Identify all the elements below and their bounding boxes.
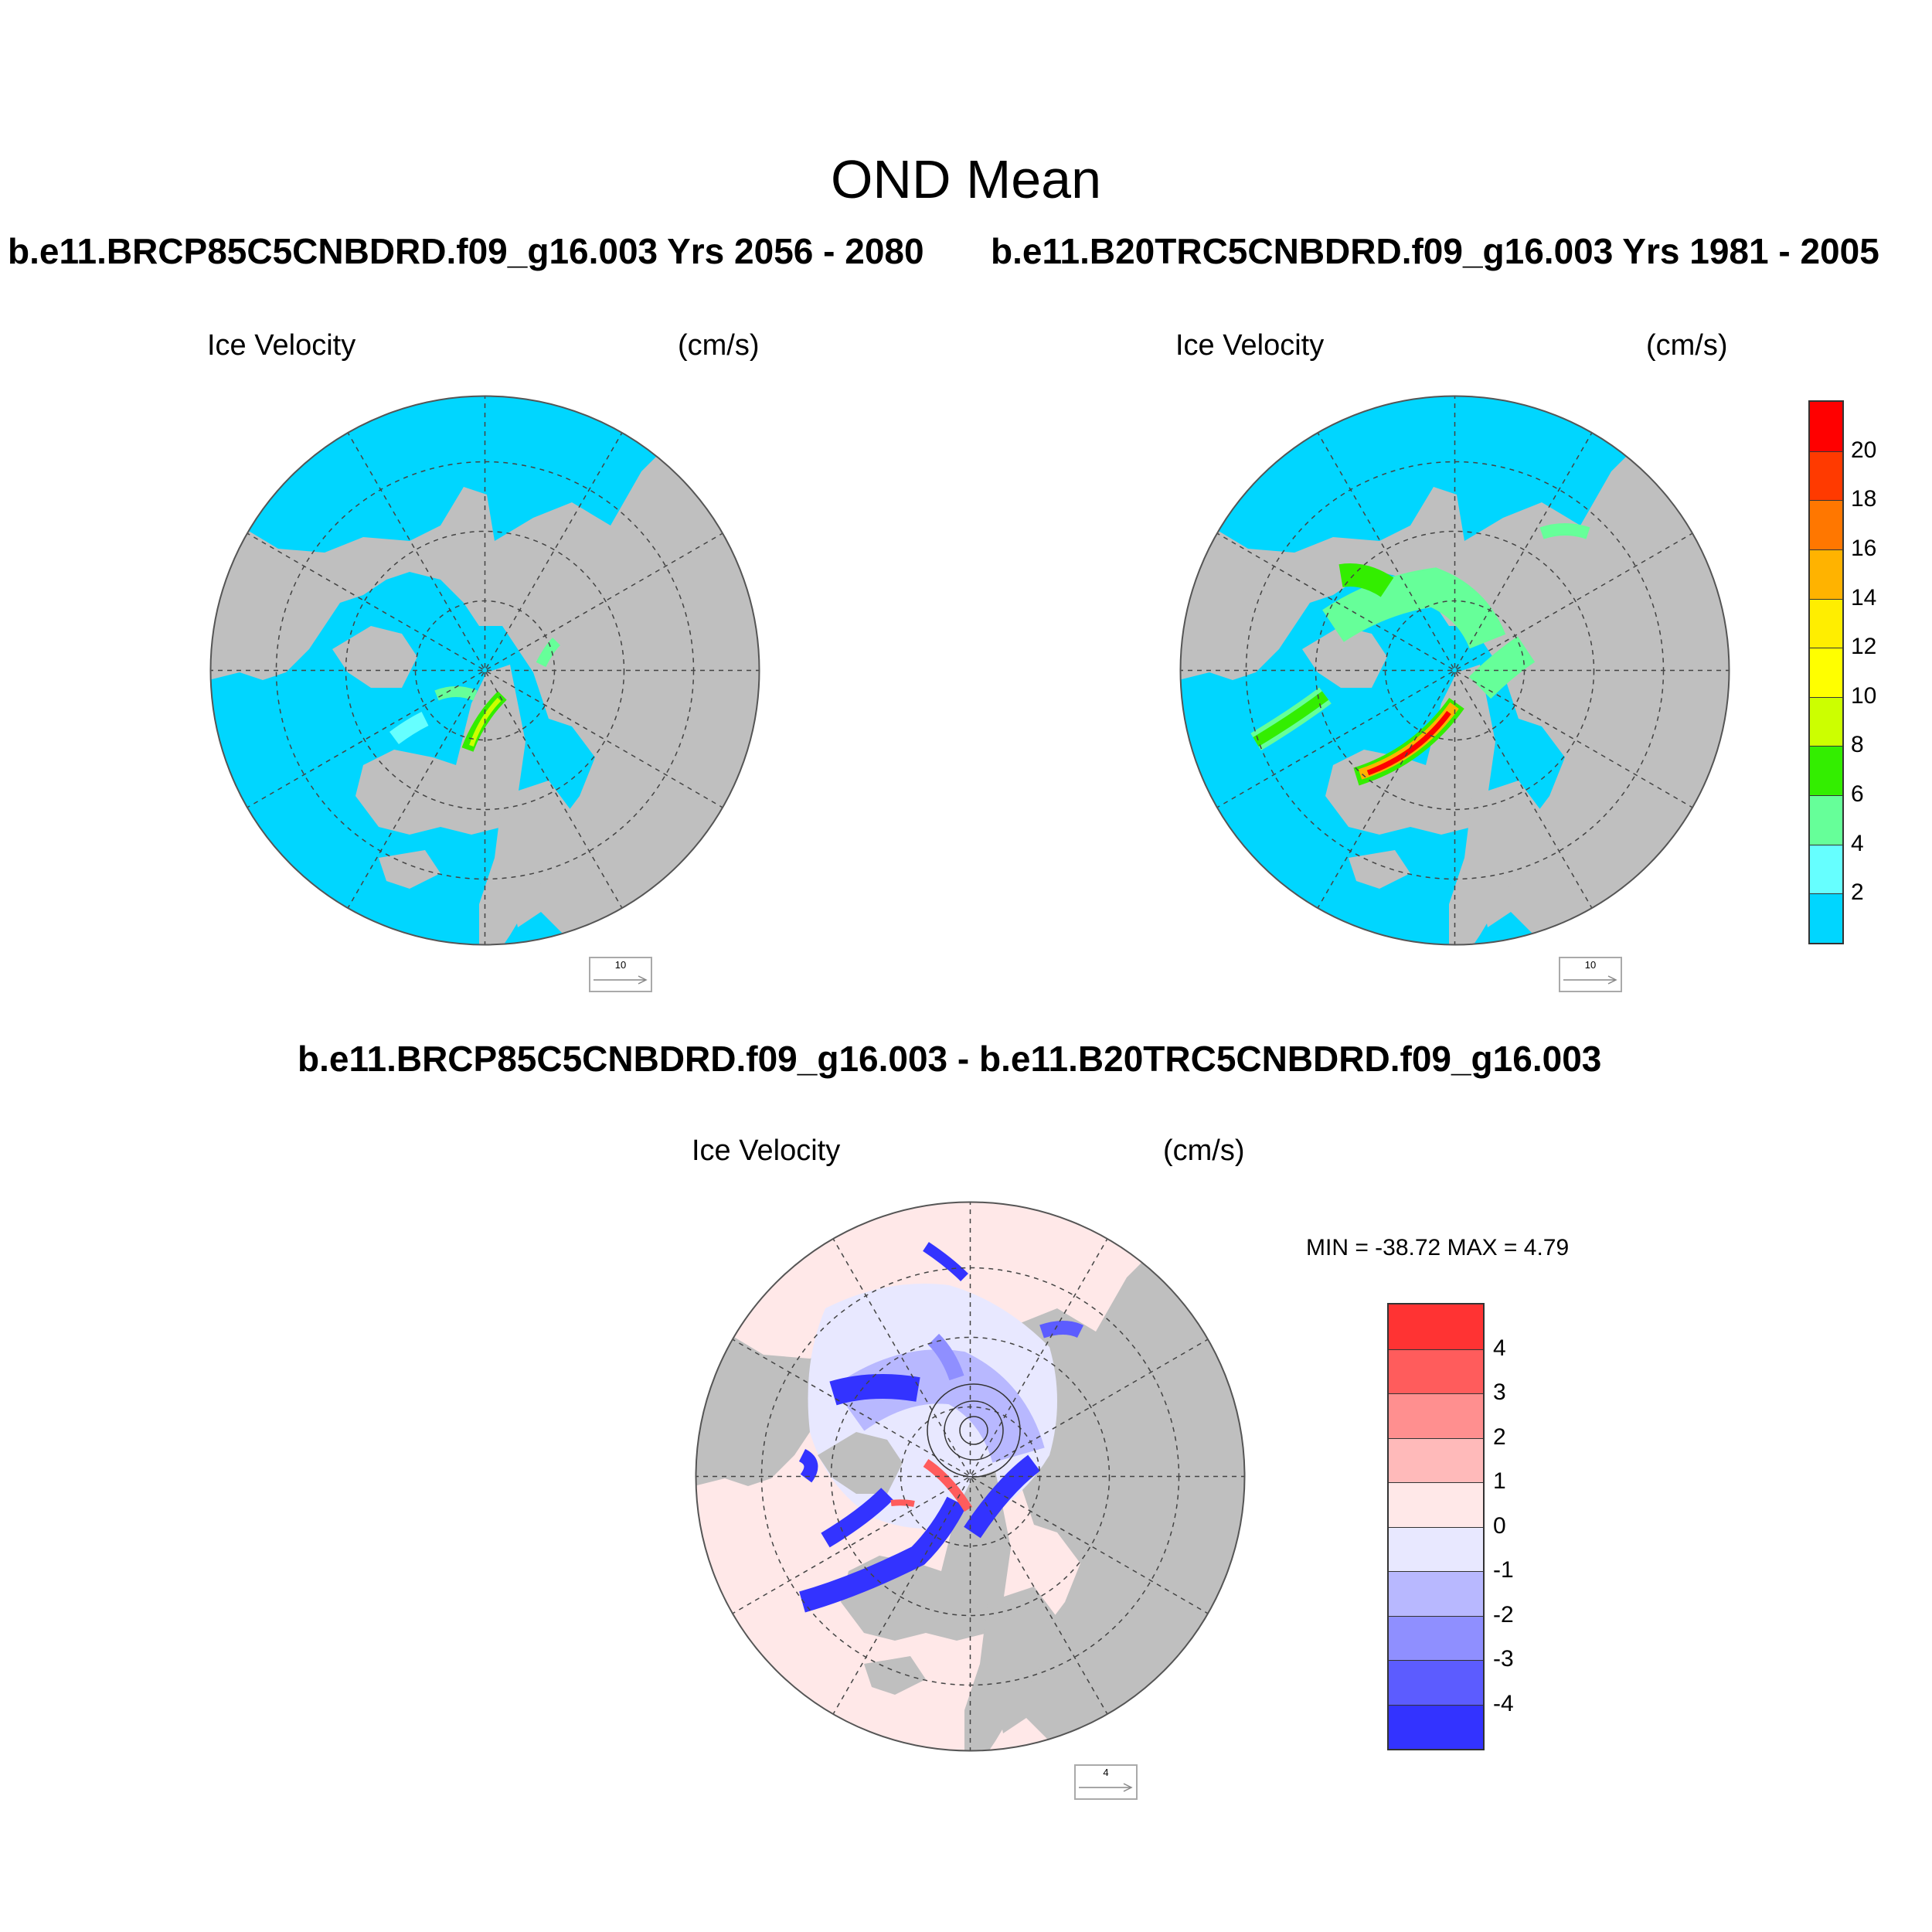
colorbar-segment	[1389, 1571, 1483, 1616]
difference-minmax: MIN = -38.72 MAX = 4.79	[1306, 1235, 1570, 1260]
panel-left-variable: Ice Velocity	[207, 329, 356, 362]
colorbar-segment	[1389, 1304, 1483, 1349]
colorbar-segment	[1389, 1393, 1483, 1438]
difference-units: (cm/s)	[1163, 1134, 1245, 1167]
ref-vector-difference-arrow-icon	[1079, 1783, 1133, 1792]
colorbar-tick-label: 16	[1851, 535, 1877, 561]
ref-vector-difference: 4	[1074, 1764, 1138, 1800]
ref-vector-difference-label: 4	[1103, 1767, 1109, 1778]
colorbar-segment	[1810, 795, 1842, 845]
colorbar-tick-label: 4	[1493, 1335, 1506, 1361]
colorbar-tick-label: -2	[1493, 1601, 1514, 1628]
ref-vector-right-arrow-icon	[1563, 975, 1617, 985]
colorbar-tick-label: 10	[1851, 682, 1877, 709]
panel-left-case-title: b.e11.BRCP85C5CNBDRD.f09_g16.003 Yrs 205…	[8, 231, 924, 271]
map-difference	[695, 1201, 1246, 1752]
panel-right-units: (cm/s)	[1646, 329, 1728, 362]
colorbar-segment	[1389, 1615, 1483, 1660]
colorbar-segment	[1389, 1704, 1483, 1749]
colorbar-tick-label: 14	[1851, 584, 1877, 611]
colorbar-segment	[1810, 893, 1842, 943]
colorbar-segment	[1810, 648, 1842, 697]
colorbar-segment	[1389, 1526, 1483, 1571]
ref-vector-right-label: 10	[1584, 959, 1597, 971]
ref-vector-left-arrow-icon	[594, 975, 648, 985]
colorbar-tick-label: -4	[1493, 1690, 1514, 1716]
map-left	[209, 395, 760, 946]
colorbar-segment	[1810, 500, 1842, 549]
panel-left-units: (cm/s)	[678, 329, 760, 362]
main-title: OND Mean	[830, 149, 1102, 209]
colorbar-segment	[1389, 1660, 1483, 1705]
colorbar-segment	[1810, 696, 1842, 747]
colorbar-tick-label: 2	[1493, 1423, 1506, 1450]
colorbar-tick-label: -1	[1493, 1557, 1514, 1583]
colorbar-tick-label: 6	[1851, 781, 1864, 808]
colorbar-tick-label: 4	[1851, 830, 1864, 856]
colorbar-segment	[1810, 844, 1842, 894]
colorbar-segment	[1389, 1437, 1483, 1482]
colorbar-segment	[1810, 746, 1842, 796]
map-right	[1179, 395, 1730, 946]
colorbar-segment	[1389, 1482, 1483, 1527]
colorbar-tick-label: -3	[1493, 1646, 1514, 1672]
colorbar-tick-label: 0	[1493, 1512, 1506, 1539]
colorbar-segment	[1389, 1349, 1483, 1393]
colorbar-top	[1808, 400, 1844, 944]
panel-right-case-title: b.e11.B20TRC5CNBDRD.f09_g16.003 Yrs 1981…	[991, 231, 1879, 271]
colorbar-segment	[1810, 402, 1842, 451]
colorbar-tick-label: 20	[1851, 437, 1877, 463]
colorbar-tick-label: 8	[1851, 732, 1864, 758]
colorbar-segment	[1810, 549, 1842, 599]
colorbar-difference	[1387, 1303, 1485, 1750]
colorbar-segment	[1810, 451, 1842, 501]
difference-variable: Ice Velocity	[692, 1134, 841, 1167]
colorbar-tick-label: 12	[1851, 634, 1877, 660]
panel-right-variable: Ice Velocity	[1175, 329, 1325, 362]
colorbar-tick-label: 3	[1493, 1379, 1506, 1405]
ref-vector-right: 10	[1559, 957, 1622, 992]
colorbar-tick-label: 18	[1851, 486, 1877, 512]
ref-vector-left: 10	[589, 957, 652, 992]
colorbar-segment	[1810, 598, 1842, 648]
ref-vector-left-label: 10	[614, 959, 627, 971]
difference-title: b.e11.BRCP85C5CNBDRD.f09_g16.003 - b.e11…	[298, 1039, 1602, 1079]
colorbar-tick-label: 2	[1851, 879, 1864, 906]
colorbar-tick-label: 1	[1493, 1468, 1506, 1494]
